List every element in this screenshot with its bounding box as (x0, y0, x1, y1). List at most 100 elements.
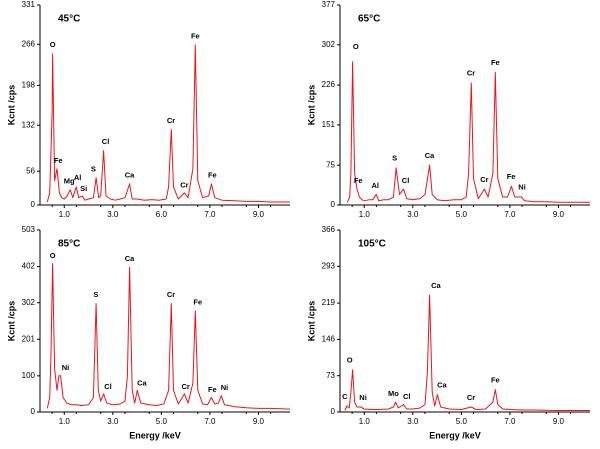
peak-label: Mo (388, 389, 399, 398)
peak-label: S (93, 290, 98, 299)
peak-label: Cr (167, 116, 175, 125)
y-tick-label: 146 (322, 335, 336, 344)
peak-label: Cr (181, 382, 189, 391)
y-tick-label: 0 (31, 200, 36, 209)
x-tick-label: 1.0 (359, 210, 371, 219)
x-tick-label: 9.0 (553, 210, 565, 219)
peak-label: Ca (125, 171, 135, 180)
peak-label: Fe (507, 172, 516, 181)
spectrum-line (344, 294, 590, 411)
peak-label: Fe (193, 297, 202, 306)
peak-label: Ca (137, 378, 147, 387)
y-tick-label: 366 (322, 225, 336, 234)
x-axis-label: Energy /keV (429, 430, 481, 440)
y-tick-label: 302 (322, 40, 336, 49)
spectrum-line (346, 61, 590, 203)
peak-label: S (392, 154, 397, 163)
y-tick-label: 151 (322, 120, 336, 129)
peak-label: Al (74, 173, 82, 182)
x-tick-label: 6.0 (156, 210, 168, 219)
peak-label: Fe (191, 32, 200, 41)
x-tick-label: 1.0 (359, 417, 371, 426)
y-tick-label: 100 (22, 371, 36, 380)
peak-label: Cl (402, 176, 410, 185)
y-tick-label: 266 (22, 39, 36, 48)
x-tick-label: 3.0 (407, 417, 419, 426)
y-axis-label: Kcnt /cps (306, 301, 316, 342)
x-tick-label: 7.0 (204, 417, 216, 426)
peak-label: Cr (167, 290, 175, 299)
y-tick-label: 0 (31, 407, 36, 416)
y-tick-label: 198 (22, 80, 36, 89)
peak-label: Al (371, 181, 379, 190)
panel-title: 105°C (358, 239, 386, 250)
y-axis-label: Kcnt /cps (306, 85, 316, 126)
x-tick-label: 3.0 (107, 210, 119, 219)
peak-label: Cl (104, 382, 112, 391)
peak-label: Cl (403, 392, 411, 401)
peak-label: Cr (480, 175, 488, 184)
spectrum-line (46, 44, 290, 203)
peak-label: Cr (467, 393, 475, 402)
y-tick-label: 293 (322, 261, 336, 270)
peak-label: Fe (208, 171, 217, 180)
y-tick-label: 73 (326, 371, 335, 380)
peak-label: Cr (467, 69, 475, 78)
panel: 0 75 151 226 302 377 1.0 3.0 5.0 7.0 9.0 65°C Kcnt /… (306, 0, 590, 219)
peak-label: Si (80, 184, 87, 193)
x-tick-label: 5.0 (456, 417, 468, 426)
y-tick-label: 331 (22, 0, 36, 9)
peak-label: O (353, 42, 359, 51)
peak-label: Fe (491, 376, 500, 385)
panel-title: 45°C (58, 14, 80, 25)
spectrum-line (46, 263, 291, 410)
y-tick-label: 132 (22, 120, 36, 129)
y-tick-label: 402 (22, 262, 36, 271)
x-tick-label: 9.0 (553, 417, 565, 426)
y-tick-label: 377 (322, 0, 336, 9)
peak-label: O (50, 40, 56, 49)
peak-label: Ca (437, 381, 447, 390)
y-tick-label: 503 (22, 225, 36, 234)
y-tick-label: 0 (331, 407, 336, 416)
peak-label: Fe (208, 385, 217, 394)
x-tick-label: 9.0 (253, 210, 265, 219)
x-tick-label: 3.0 (407, 210, 419, 219)
x-tick-label: 5.0 (456, 210, 468, 219)
x-tick-label: 1.0 (59, 417, 71, 426)
x-tick-label: 7.0 (204, 210, 216, 219)
y-axis-label: Kcnt /cps (6, 301, 16, 342)
peak-label: Ni (62, 363, 70, 372)
peak-label: Fe (354, 176, 363, 185)
peak-label: Ca (431, 281, 441, 290)
y-tick-label: 219 (322, 298, 336, 307)
panel: 0 73 146 219 293 366 1.0 3.0 5.0 7.0 9.0 105°C Kcnt … (306, 225, 590, 440)
x-tick-label: 9.0 (253, 417, 265, 426)
x-tick-label: 7.0 (504, 417, 516, 426)
y-tick-label: 0 (331, 200, 336, 209)
peak-label: O (347, 356, 353, 365)
y-tick-label: 226 (322, 80, 336, 89)
peak-label: Cl (102, 137, 110, 146)
x-tick-label: 3.0 (107, 417, 119, 426)
peak-label: Ca (425, 151, 435, 160)
y-axis-label: Kcnt /cps (6, 85, 16, 126)
y-tick-label: 302 (22, 298, 36, 307)
peak-label: Mg (64, 177, 75, 186)
y-tick-label: 201 (22, 334, 36, 343)
peak-label: Fe (54, 156, 63, 165)
panel-title: 65°C (358, 14, 380, 25)
panel-title: 85°C (58, 239, 80, 250)
x-axis-label: Energy /keV (129, 430, 181, 440)
peak-label: O (50, 251, 56, 260)
x-tick-label: 5.0 (156, 417, 168, 426)
peak-label: Cr (180, 180, 188, 189)
x-tick-label: 7.0 (504, 210, 516, 219)
peak-label: Ni (221, 383, 229, 392)
y-tick-label: 75 (326, 160, 335, 169)
y-tick-label: 56 (26, 166, 35, 175)
x-tick-label: 1.0 (59, 210, 71, 219)
panel: 0 56 132 198 266 331 1.0 3.0 6.0 7.0 9.0 45°C Kcnt /… (6, 0, 290, 219)
peak-label: S (91, 165, 96, 174)
